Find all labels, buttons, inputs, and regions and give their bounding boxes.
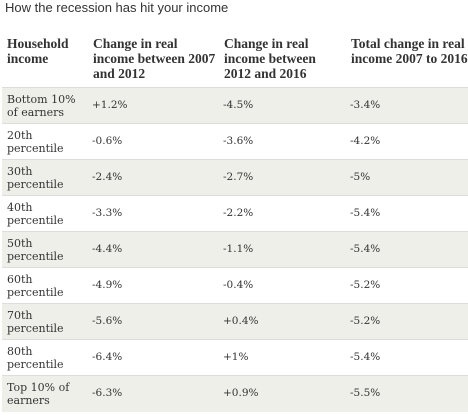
chart-title: How the recession has hit your income [5,0,229,15]
header-household-income: Household income [2,34,88,88]
change-2012-2016-cell: -2.7% [223,171,254,183]
change-2012-2016-cell: +0.4% [223,315,259,327]
table-row: 80th percentile -6.4% +1% -5.4% [2,339,468,376]
total-change-cell: -4.2% [350,135,381,147]
total-change-cell: -5.2% [350,315,381,327]
change-2012-2016-cell: -4.5% [223,99,254,111]
household-income-cell: 70th percentile [7,308,64,335]
change-2007-2012-cell: -5.6% [92,315,123,327]
table-body: Bottom 10% of earners +1.2% -4.5% -3.4% 20th… [2,87,468,412]
table-row: 50th percentile -4.4% -1.1% -5.4% [2,231,468,268]
header-total-change: Total change in real income 2007 to 2016 [346,34,468,88]
household-income-cell: 40th percentile [7,200,64,227]
household-income-cell: 50th percentile [7,236,64,263]
table-row: 70th percentile -5.6% +0.4% -5.2% [2,303,468,340]
change-2007-2012-cell: -0.6% [92,135,123,147]
change-2012-2016-cell: +0.9% [223,387,259,400]
change-2007-2012-cell: -4.4% [92,243,123,255]
table-row: 40th percentile -3.3% -2.2% -5.4% [2,195,468,232]
household-income-cell: Bottom 10% of earners [7,92,76,119]
change-2007-2012-cell: -4.9% [92,279,123,291]
total-change-cell: -3.4% [350,99,381,111]
change-2007-2012-cell: -3.3% [92,207,123,219]
household-income-cell: Top 10% of earners [7,380,70,407]
header-change-2007-2012: Change in real income between 2007 and 2… [88,34,219,88]
header-change-2012-2016: Change in real income between 2012 and 2… [219,34,346,88]
household-income-cell: 80th percentile [7,344,64,371]
change-2007-2012-cell: -6.4% [92,351,123,363]
total-change-cell: -5% [350,171,371,183]
total-change-cell: -5.5% [350,387,381,400]
household-income-cell: 60th percentile [7,272,64,299]
change-2007-2012-cell: +1.2% [92,99,128,111]
change-2012-2016-cell: -0.4% [223,279,254,291]
household-income-cell: 30th percentile [7,164,64,191]
table-header-row: Household income Change in real income b… [2,34,468,88]
income-change-table: Household income Change in real income b… [2,34,468,412]
table-row: 60th percentile -4.9% -0.4% -5.2% [2,267,468,304]
total-change-cell: -5.4% [350,243,381,255]
change-2007-2012-cell: -2.4% [92,171,123,183]
household-income-cell: 20th percentile [7,128,64,155]
change-2007-2012-cell: -6.3% [92,387,123,400]
change-2012-2016-cell: -2.2% [223,207,254,219]
total-change-cell: -5.4% [350,207,381,219]
change-2012-2016-cell: -1.1% [223,243,254,255]
change-2012-2016-cell: +1% [223,351,249,363]
table-row: 20th percentile -0.6% -3.6% -4.2% [2,123,468,160]
total-change-cell: -5.2% [350,279,381,291]
table-row: 30th percentile -2.4% -2.7% -5% [2,159,468,196]
table-row: Bottom 10% of earners +1.2% -4.5% -3.4% [2,87,468,124]
total-change-cell: -5.4% [350,351,381,363]
change-2012-2016-cell: -3.6% [223,135,254,147]
table-row: Top 10% of earners -6.3% +0.9% -5.5% [2,375,468,412]
